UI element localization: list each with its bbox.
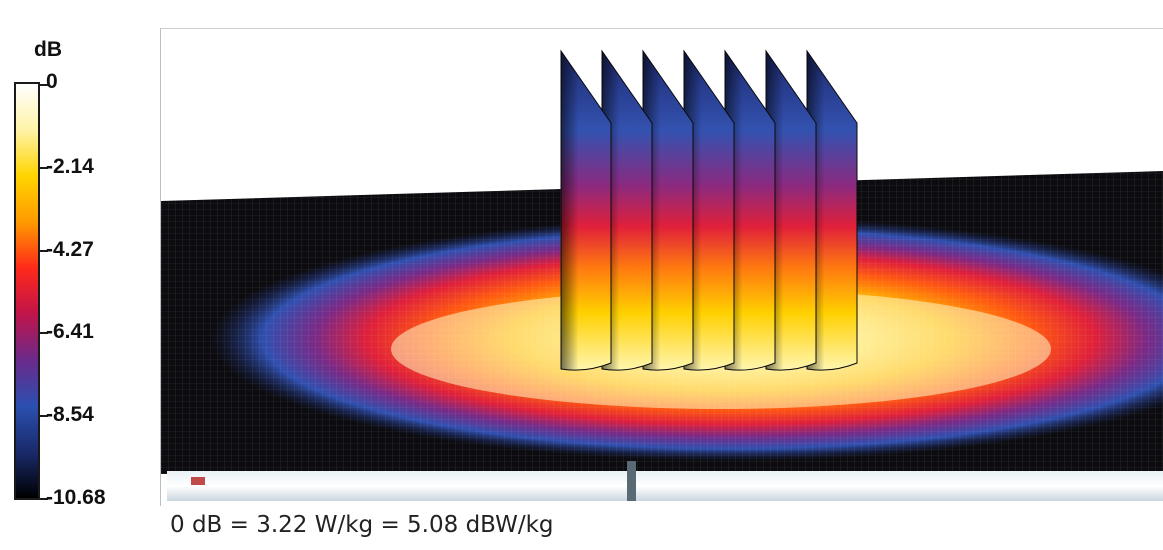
phantom-base-marker	[627, 461, 636, 501]
colorbar-tick-label: -4.27	[46, 237, 94, 261]
vertical-slices	[560, 49, 858, 371]
colorbar-tick-mark	[38, 498, 48, 500]
sar-3d-plot	[160, 28, 1163, 506]
phantom-base-marker-left	[191, 477, 205, 485]
colorbar-tick-label: -2.14	[46, 154, 94, 178]
colorbar-tick-mark	[38, 84, 48, 86]
reference-caption: 0 dB = 3.22 W/kg = 5.08 dBW/kg	[170, 512, 554, 538]
colorbar-legend: dB 0 -2.14 -4.27 -6.41 -8.54 -10.68	[0, 0, 160, 520]
phantom-base-strip	[167, 471, 1163, 501]
vertical-slice-shade	[561, 51, 611, 371]
colorbar-tick-mark	[38, 332, 48, 335]
vertical-slice-shade	[807, 51, 857, 371]
colorbar-tick-mark	[38, 415, 48, 418]
colorbar-tick-label: 0	[46, 70, 58, 93]
colorbar-tick-mark	[38, 249, 48, 252]
vertical-slice-shade	[766, 51, 816, 371]
sar-3d-plot-svg	[161, 49, 1163, 501]
colorbar-tick-mark	[38, 166, 48, 169]
colorbar-tick-label: -10.68	[46, 486, 106, 509]
colorbar-unit-label: dB	[34, 38, 62, 61]
vertical-slice-shade	[684, 51, 734, 371]
vertical-slice-shade	[725, 51, 775, 371]
colorbar-tick-label: -8.54	[46, 403, 94, 427]
vertical-slice-shade	[602, 51, 652, 371]
colorbar-tick-label: -6.41	[46, 320, 94, 344]
vertical-slice-shade	[643, 51, 693, 371]
colorbar-gradient	[14, 82, 40, 500]
